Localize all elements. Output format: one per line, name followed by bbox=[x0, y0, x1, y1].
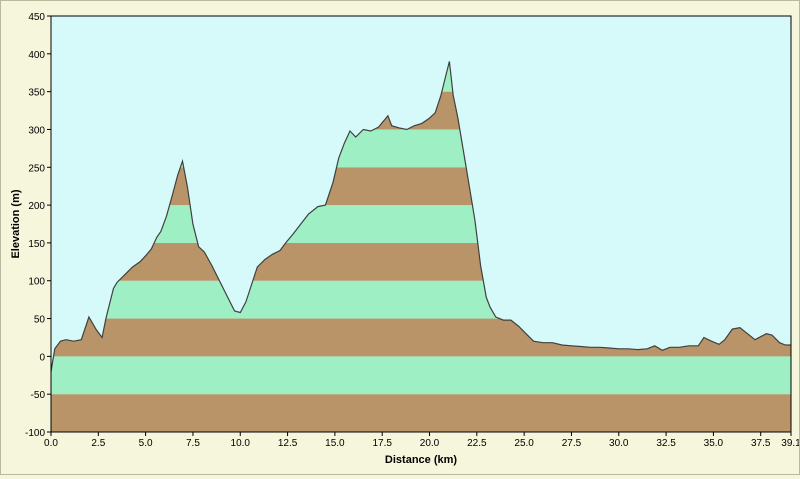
y-tick-label: 200 bbox=[28, 201, 45, 212]
y-tick-label: 250 bbox=[28, 163, 45, 174]
y-tick-label: 50 bbox=[34, 315, 46, 326]
elevation-profile-line bbox=[50, 61, 791, 372]
x-tick-label: 27.5 bbox=[562, 438, 582, 449]
x-tick-label: 15.0 bbox=[325, 438, 345, 449]
axes: -100 -50 0 50 100 150 200 250 300 350 400 450 0.0 2.5… bbox=[25, 12, 800, 449]
y-tick-label: 450 bbox=[28, 12, 45, 23]
x-tick-label: 0.0 bbox=[44, 438, 58, 449]
x-tick-label: 22.5 bbox=[467, 438, 487, 449]
y-axis-label: Elevation (m) bbox=[10, 189, 22, 258]
y-tick-label: 400 bbox=[28, 50, 45, 61]
y-tick-label: 350 bbox=[28, 88, 45, 99]
x-tick-label: 37.5 bbox=[751, 438, 771, 449]
x-tick-label: 10.0 bbox=[231, 438, 251, 449]
x-tick-label: 30.0 bbox=[609, 438, 629, 449]
y-tick-label: 100 bbox=[28, 277, 45, 288]
x-axis-label: Distance (km) bbox=[385, 454, 457, 466]
x-tick-label: 5.0 bbox=[139, 438, 153, 449]
plot-border bbox=[50, 15, 792, 433]
x-tick-label: 17.5 bbox=[372, 438, 392, 449]
y-tick-label: 0 bbox=[39, 352, 45, 363]
x-tick-label: 7.5 bbox=[186, 438, 200, 449]
y-tick-label: -100 bbox=[25, 428, 45, 439]
elevation-band bbox=[51, 394, 791, 432]
y-tick-label: 150 bbox=[28, 239, 45, 250]
x-tick-label: 20.0 bbox=[420, 438, 440, 449]
y-tick-label: 300 bbox=[28, 125, 45, 136]
x-tick-label: 12.5 bbox=[278, 438, 298, 449]
x-tick-label: 25.0 bbox=[514, 438, 534, 449]
x-tick-label: 32.5 bbox=[656, 438, 676, 449]
x-tick-label: 39.1 bbox=[781, 438, 799, 449]
data-marks bbox=[50, 61, 791, 372]
x-tick-label: 35.0 bbox=[704, 438, 724, 449]
elevation-band bbox=[51, 356, 791, 395]
y-tick-label: -50 bbox=[31, 390, 46, 401]
x-tick-label: 2.5 bbox=[91, 438, 105, 449]
